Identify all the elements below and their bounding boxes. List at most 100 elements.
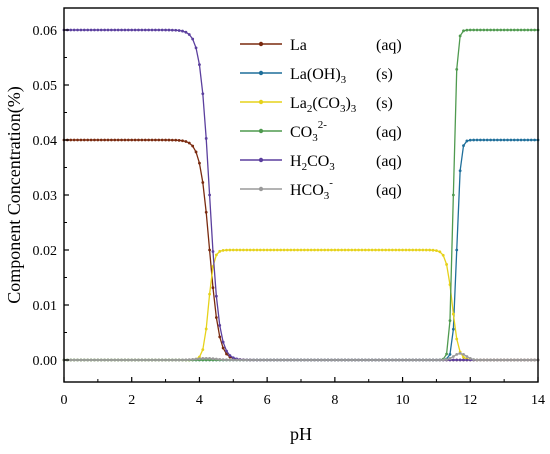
series-2-point-50 <box>231 248 235 252</box>
series-0-point-9 <box>93 138 96 142</box>
series-5-point-70 <box>299 358 303 362</box>
series-2-point-78 <box>326 248 330 252</box>
series-3-point-118 <box>462 29 465 33</box>
series-3-point-131 <box>506 28 509 32</box>
series-0-point-41 <box>201 181 205 184</box>
series-2-point-42 <box>204 327 208 331</box>
series-2-point-112 <box>441 253 445 257</box>
legend-state-2: (s) <box>376 95 393 112</box>
series-2-point-90 <box>367 248 371 252</box>
series-2-point-82 <box>340 248 344 252</box>
legend-label-part: 2- <box>318 119 328 131</box>
series-line-2 <box>64 249 538 361</box>
series-5-point-124 <box>482 358 486 362</box>
series-5-point-91 <box>370 358 374 362</box>
series-5-point-30 <box>164 358 167 362</box>
series-5-point-57 <box>255 358 259 362</box>
series-2-point-85 <box>350 248 354 252</box>
series-0-point-14 <box>110 138 113 142</box>
series-5-point-109 <box>431 358 435 362</box>
series-2-point-91 <box>370 248 374 252</box>
series-5-point-93 <box>377 358 381 362</box>
legend-label-part: H <box>290 153 302 170</box>
series-1-point-131 <box>506 138 509 142</box>
series-2-point-58 <box>258 248 262 252</box>
series-5-point-106 <box>421 358 425 362</box>
series-0-point-19 <box>126 138 130 142</box>
series-5-point-79 <box>330 358 333 362</box>
series-5-point-63 <box>275 358 279 362</box>
series-2-point-69 <box>296 248 300 252</box>
series-5-point-66 <box>286 358 289 362</box>
series-4-point-12 <box>103 28 107 32</box>
series-4-point-27 <box>154 28 157 32</box>
series-5-point-22 <box>137 358 140 362</box>
y-tick-label: 0.06 <box>33 24 58 39</box>
series-5-point-74 <box>313 358 316 362</box>
series-4-point-25 <box>147 28 151 32</box>
series-5-point-23 <box>140 358 144 362</box>
series-4-point-42 <box>204 137 208 140</box>
series-2-point-73 <box>309 248 313 252</box>
series-4-point-31 <box>167 28 171 32</box>
legend-label-1: La(OH)3 <box>290 66 347 86</box>
legend-label-part: La(OH) <box>290 66 341 83</box>
series-2-point-63 <box>275 248 279 252</box>
series-2-point-68 <box>292 248 296 252</box>
series-2-point-54 <box>245 248 249 252</box>
series-3-point-115 <box>451 193 455 197</box>
series-4-point-11 <box>99 28 103 32</box>
series-5-point-86 <box>353 358 357 362</box>
series-5-point-117 <box>458 352 462 355</box>
series-5-point-7 <box>86 358 90 362</box>
series-1-point-122 <box>475 138 479 142</box>
series-4-point-38 <box>191 37 195 41</box>
legend-item-1: La(OH)3 (s) <box>240 66 393 86</box>
series-4-point-22 <box>137 28 140 32</box>
series-0-point-23 <box>140 138 144 142</box>
series-5-point-4 <box>76 358 79 362</box>
series-0-point-39 <box>194 150 198 154</box>
series-0-point-32 <box>170 138 174 142</box>
series-5-point-72 <box>306 358 310 362</box>
series-4-point-13 <box>106 28 110 32</box>
series-4-point-16 <box>116 28 120 32</box>
series-5-point-135 <box>519 358 523 362</box>
series-5-point-36 <box>184 358 188 362</box>
series-5-point-67 <box>289 358 293 362</box>
axes-layer: 0 2 4 6 8 10 12 14 0.00 0.01 0.02 0.03 0.04 0.05 0.06 <box>33 24 546 408</box>
series-2-point-71 <box>302 248 306 252</box>
series-4-point-35 <box>181 29 184 33</box>
series-2-point-107 <box>424 248 428 252</box>
series-5-point-31 <box>167 358 171 362</box>
series-0-point-16 <box>116 138 120 142</box>
series-5-point-26 <box>150 358 154 362</box>
series-0-point-20 <box>130 138 134 142</box>
series-1-point-121 <box>472 138 476 142</box>
series-0-point-38 <box>191 144 195 148</box>
series-0-point-30 <box>164 138 167 142</box>
series-3-point-114 <box>448 319 452 323</box>
series-3-point-119 <box>465 28 469 32</box>
series-5-point-11 <box>99 358 103 362</box>
series-5-point-29 <box>160 358 164 362</box>
series-4-point-48 <box>225 349 228 353</box>
series-2 <box>62 248 540 362</box>
series-5-point-84 <box>347 358 350 362</box>
series-2-point-97 <box>391 248 394 252</box>
series-5-point-27 <box>154 358 157 362</box>
series-0-point-6 <box>82 138 86 142</box>
series-4-point-115 <box>451 358 455 362</box>
series-2-point-77 <box>323 248 327 252</box>
legend-label-3: CO32- <box>290 119 327 144</box>
legend-marker-0 <box>258 41 264 47</box>
series-2-point-51 <box>235 248 239 252</box>
legend-label-part: 2 <box>302 161 308 173</box>
series-4-point-26 <box>150 28 154 32</box>
series-2-point-105 <box>418 248 421 252</box>
series-5-point-77 <box>323 358 327 362</box>
series-2-point-118 <box>462 355 465 359</box>
series-0-point-17 <box>120 138 123 142</box>
series-5-point-16 <box>116 358 120 362</box>
y-tick-label: 0.00 <box>33 354 58 369</box>
